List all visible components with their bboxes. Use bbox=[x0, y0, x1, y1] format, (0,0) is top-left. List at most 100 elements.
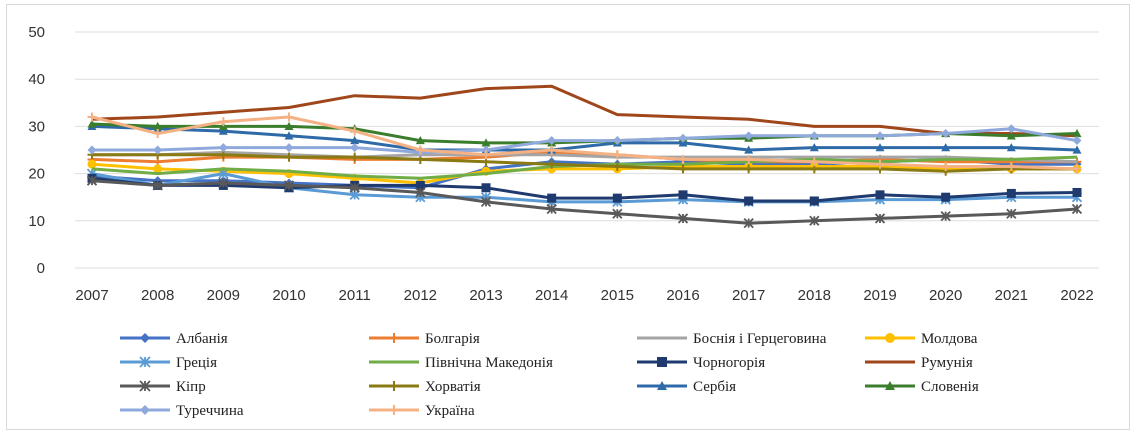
data-point bbox=[350, 143, 360, 153]
legend-label: Туреччина bbox=[176, 403, 244, 419]
data-point bbox=[389, 333, 399, 343]
legend-label: Кіпр bbox=[176, 379, 206, 395]
data-point bbox=[941, 192, 951, 202]
data-point bbox=[744, 145, 754, 154]
data-point bbox=[153, 121, 163, 130]
data-point bbox=[941, 143, 951, 152]
y-tick-label: 20 bbox=[28, 166, 45, 183]
data-point bbox=[481, 183, 491, 193]
x-tick-label: 2011 bbox=[339, 287, 371, 304]
series-group bbox=[87, 124, 1082, 157]
data-point bbox=[350, 152, 360, 162]
legend-item: Україна bbox=[369, 403, 475, 419]
data-point bbox=[612, 136, 622, 146]
x-axis-ticks: 2007 2008 2009 2010 2011 2012 2013 2014 2015 2016… bbox=[75, 287, 1093, 304]
data-point bbox=[140, 405, 150, 415]
data-point bbox=[744, 196, 754, 206]
series-line bbox=[91, 115, 1078, 171]
series-line bbox=[91, 176, 1078, 203]
legend: Албанія Болгарія Боснія і Герцеговина Молдо… bbox=[120, 331, 979, 419]
data-point bbox=[350, 126, 360, 136]
legend-item: Сербія bbox=[637, 379, 736, 395]
data-point bbox=[678, 164, 688, 174]
data-point bbox=[87, 159, 97, 169]
data-point bbox=[140, 333, 150, 343]
series-line bbox=[91, 84, 1078, 138]
data-point bbox=[415, 136, 425, 145]
x-tick-label: 2020 bbox=[929, 287, 962, 304]
series-line bbox=[92, 127, 1078, 154]
data-point bbox=[218, 117, 228, 127]
x-tick-label: 2008 bbox=[141, 287, 174, 304]
y-tick-label: 10 bbox=[28, 213, 45, 230]
data-point bbox=[218, 126, 228, 135]
x-tick-label: 2014 bbox=[535, 287, 568, 304]
legend-item: Молдова bbox=[865, 331, 978, 347]
data-point bbox=[875, 190, 885, 200]
x-tick-label: 2019 bbox=[863, 287, 896, 304]
data-point bbox=[86, 175, 98, 186]
series-lines bbox=[86, 84, 1083, 229]
x-tick-label: 2018 bbox=[798, 287, 831, 304]
data-point bbox=[612, 162, 622, 172]
data-point bbox=[875, 143, 885, 152]
data-point bbox=[480, 196, 492, 208]
data-point bbox=[744, 164, 754, 174]
data-point bbox=[547, 145, 557, 155]
data-point bbox=[1006, 131, 1016, 140]
series-line bbox=[91, 179, 1078, 225]
chart-frame: 0 10 20 30 40 50 2007 2008 2009 2010 2011 2012 2013… bbox=[6, 4, 1130, 430]
y-tick-label: 40 bbox=[28, 71, 45, 88]
data-point bbox=[546, 203, 557, 215]
data-point bbox=[743, 218, 754, 229]
data-point bbox=[1072, 128, 1082, 138]
legend-label: Болгарія bbox=[425, 331, 480, 347]
data-point bbox=[1006, 124, 1016, 134]
data-point bbox=[284, 121, 294, 130]
legend-item: Словенія bbox=[865, 379, 979, 395]
data-point bbox=[1006, 188, 1016, 198]
data-point bbox=[547, 159, 557, 169]
data-point bbox=[415, 187, 426, 198]
data-point bbox=[874, 213, 886, 224]
data-point bbox=[1072, 187, 1082, 197]
data-point bbox=[1072, 136, 1082, 146]
data-point bbox=[809, 143, 819, 152]
data-point bbox=[389, 405, 399, 415]
legend-label: Албанія bbox=[176, 331, 228, 347]
series-group bbox=[86, 175, 1083, 229]
data-point bbox=[389, 381, 399, 391]
data-point bbox=[218, 143, 228, 153]
data-point bbox=[283, 180, 295, 191]
data-point bbox=[1006, 208, 1017, 219]
y-tick-label: 50 bbox=[28, 24, 45, 41]
legend-label: Чорногорія bbox=[693, 355, 765, 371]
data-point bbox=[875, 159, 885, 169]
data-point bbox=[941, 162, 951, 172]
data-point bbox=[678, 133, 688, 143]
data-point bbox=[809, 131, 819, 141]
data-point bbox=[349, 182, 360, 193]
data-point bbox=[612, 208, 623, 219]
legend-item: Греція bbox=[120, 355, 217, 371]
y-axis-ticks: 0 10 20 30 40 50 bbox=[28, 24, 45, 277]
data-point bbox=[481, 145, 491, 155]
data-point bbox=[547, 193, 557, 203]
x-tick-label: 2009 bbox=[207, 287, 240, 304]
x-tick-label: 2013 bbox=[469, 287, 502, 304]
x-tick-label: 2010 bbox=[272, 287, 305, 304]
data-point bbox=[350, 136, 360, 145]
data-point bbox=[139, 380, 151, 392]
legend-label: Сербія bbox=[693, 379, 736, 395]
series-line bbox=[91, 162, 1077, 185]
legend-item: Туреччина bbox=[120, 403, 244, 419]
data-point bbox=[941, 128, 951, 138]
data-point bbox=[678, 190, 688, 200]
series-group bbox=[86, 168, 1083, 208]
y-tick-label: 30 bbox=[28, 118, 45, 135]
data-point bbox=[153, 164, 163, 174]
legend-item: Боснія і Герцеговина bbox=[637, 331, 827, 347]
legend-label: Боснія і Герцеговина bbox=[693, 331, 827, 347]
data-point bbox=[1006, 162, 1016, 172]
data-point bbox=[481, 150, 491, 160]
